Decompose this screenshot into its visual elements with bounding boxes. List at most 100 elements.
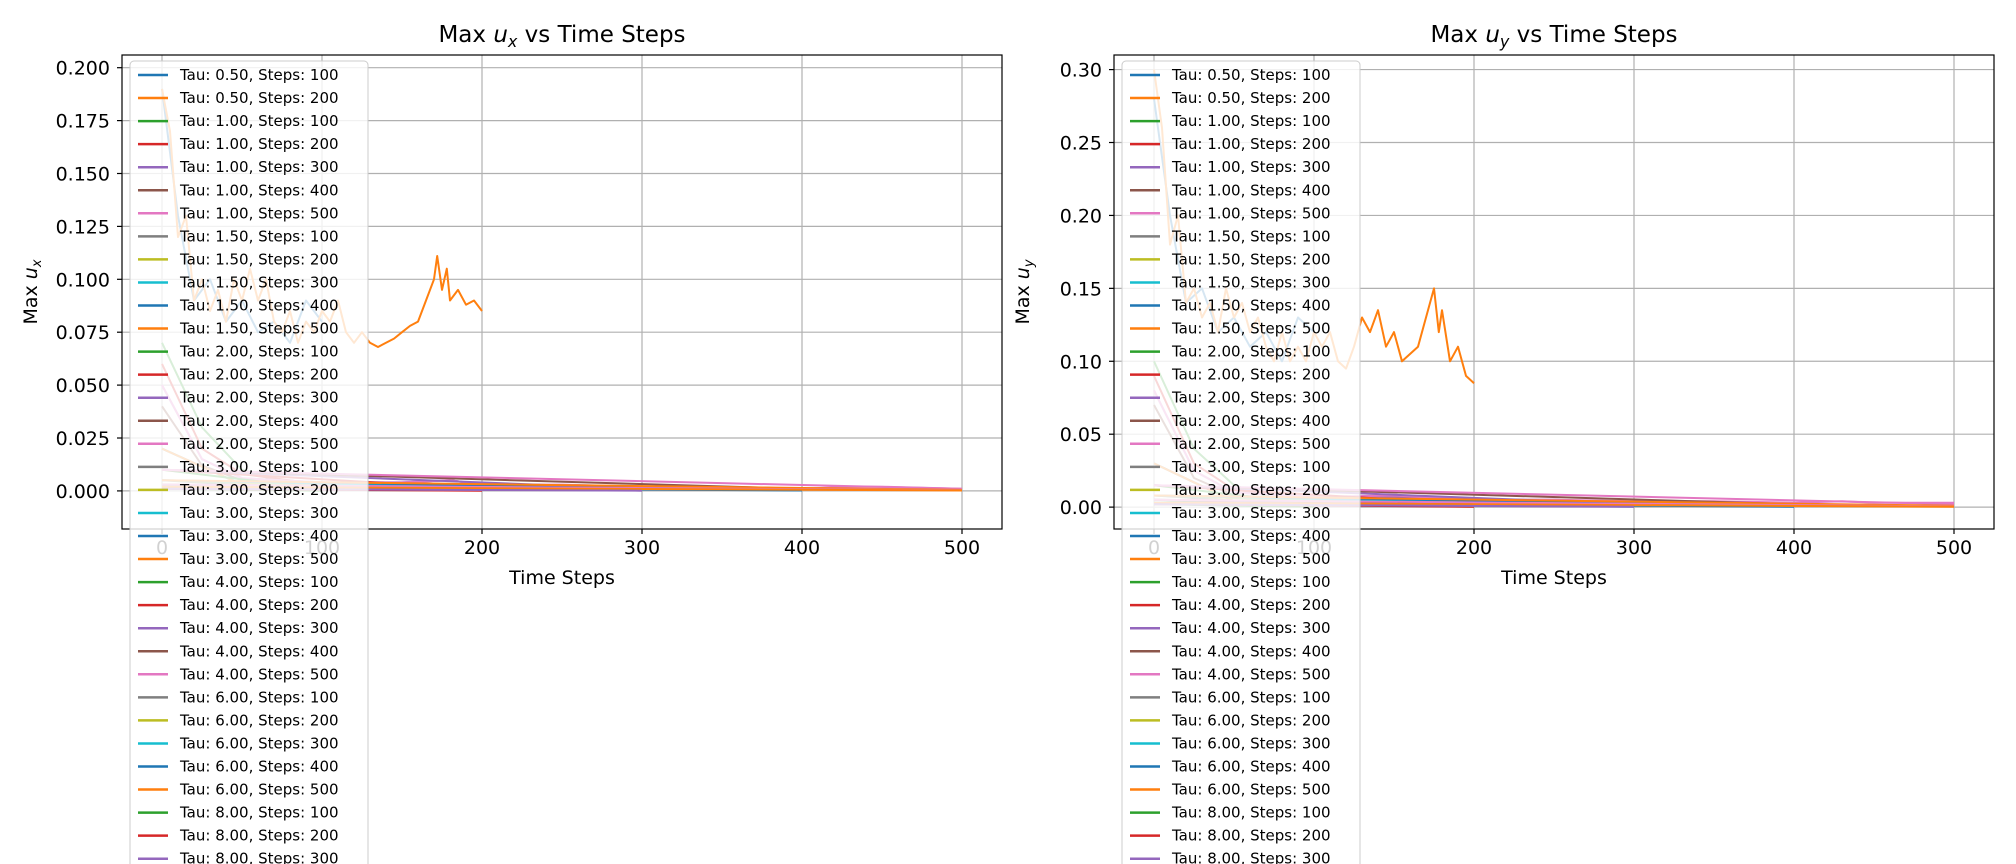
y-tick-label: 0.200 (56, 58, 110, 80)
legend-label: Tau: 0.50, Steps: 100 (1171, 66, 1331, 84)
legend-label: Tau: 4.00, Steps: 200 (1171, 596, 1331, 614)
legend-label: Tau: 1.50, Steps: 300 (179, 273, 339, 291)
legend-label: Tau: 4.00, Steps: 400 (179, 642, 339, 660)
legend-label: Tau: 1.00, Steps: 100 (1171, 112, 1331, 130)
y-tick-label: 0.050 (56, 375, 110, 397)
legend-label: Tau: 6.00, Steps: 100 (1171, 688, 1331, 706)
x-tick-label: 500 (944, 537, 980, 559)
legend-label: Tau: 1.50, Steps: 400 (1171, 297, 1331, 315)
legend-label: Tau: 1.50, Steps: 200 (179, 250, 339, 268)
y-tick-label: 0.175 (56, 111, 110, 133)
legend-label: Tau: 4.00, Steps: 500 (179, 665, 339, 683)
x-tick-label: 300 (1616, 537, 1652, 559)
x-tick-label: 400 (1776, 537, 1812, 559)
y-tick-label: 0.075 (56, 322, 110, 344)
legend-label: Tau: 2.00, Steps: 500 (179, 435, 339, 453)
legend-label: Tau: 1.00, Steps: 400 (179, 181, 339, 199)
chart-panel-0: 01002003004005000.0000.0250.0500.0750.10… (20, 22, 1003, 864)
legend-label: Tau: 1.50, Steps: 200 (1171, 250, 1331, 268)
legend-label: Tau: 1.50, Steps: 100 (179, 227, 339, 245)
legend-label: Tau: 4.00, Steps: 300 (179, 619, 339, 637)
legend-label: Tau: 1.00, Steps: 400 (1171, 181, 1331, 199)
legend-label: Tau: 1.00, Steps: 500 (179, 204, 339, 222)
legend-label: Tau: 1.00, Steps: 100 (179, 112, 339, 130)
legend-label: Tau: 3.00, Steps: 300 (1171, 504, 1331, 522)
y-tick-label: 0.100 (56, 269, 110, 291)
chart-title: Max ux vs Time Steps (438, 22, 685, 51)
legend-label: Tau: 8.00, Steps: 300 (179, 850, 339, 864)
legend-label: Tau: 6.00, Steps: 400 (1171, 758, 1331, 776)
legend-label: Tau: 6.00, Steps: 500 (179, 781, 339, 799)
legend-label: Tau: 1.50, Steps: 500 (179, 320, 339, 338)
y-tick-label: 0.00 (1060, 497, 1102, 519)
x-tick-label: 400 (784, 537, 820, 559)
legend-label: Tau: 4.00, Steps: 300 (1171, 619, 1331, 637)
y-tick-label: 0.125 (56, 216, 110, 238)
legend-label: Tau: 8.00, Steps: 100 (179, 804, 339, 822)
legend-label: Tau: 6.00, Steps: 100 (179, 688, 339, 706)
legend-label: Tau: 3.00, Steps: 400 (179, 527, 339, 545)
legend-label: Tau: 2.00, Steps: 400 (179, 412, 339, 430)
y-tick-label: 0.000 (56, 481, 110, 503)
x-tick-label: 200 (1456, 537, 1492, 559)
legend-label: Tau: 4.00, Steps: 200 (179, 596, 339, 614)
x-tick-label: 200 (464, 537, 500, 559)
legend-label: Tau: 1.00, Steps: 200 (179, 135, 339, 153)
legend-label: Tau: 4.00, Steps: 400 (1171, 642, 1331, 660)
x-tick-label: 300 (624, 537, 660, 559)
legend-label: Tau: 1.00, Steps: 300 (179, 158, 339, 176)
y-tick-label: 0.20 (1060, 205, 1102, 227)
legend-label: Tau: 4.00, Steps: 100 (1171, 573, 1331, 591)
legend-label: Tau: 0.50, Steps: 100 (179, 66, 339, 84)
legend-label: Tau: 1.00, Steps: 500 (1171, 204, 1331, 222)
legend-label: Tau: 1.00, Steps: 200 (1171, 135, 1331, 153)
legend-label: Tau: 6.00, Steps: 300 (179, 734, 339, 752)
y-tick-label: 0.10 (1060, 351, 1102, 373)
legend-label: Tau: 8.00, Steps: 200 (1171, 827, 1331, 845)
legend-label: Tau: 3.00, Steps: 500 (179, 550, 339, 568)
legend-label: Tau: 2.00, Steps: 200 (179, 366, 339, 384)
x-axis-label: Time Steps (508, 567, 615, 589)
y-tick-label: 0.25 (1060, 133, 1102, 155)
legend-label: Tau: 2.00, Steps: 300 (179, 389, 339, 407)
x-axis-label: Time Steps (1500, 567, 1607, 589)
legend-label: Tau: 6.00, Steps: 200 (1171, 711, 1331, 729)
y-tick-label: 0.15 (1060, 278, 1102, 300)
legend-label: Tau: 0.50, Steps: 200 (179, 89, 339, 107)
legend-label: Tau: 1.50, Steps: 300 (1171, 273, 1331, 291)
legend-label: Tau: 8.00, Steps: 100 (1171, 804, 1331, 822)
legend-label: Tau: 6.00, Steps: 300 (1171, 734, 1331, 752)
y-tick-label: 0.150 (56, 164, 110, 186)
chart-panel-1: 01002003004005000.000.050.100.150.200.25… (1012, 22, 1995, 864)
legend-label: Tau: 2.00, Steps: 100 (1171, 343, 1331, 361)
legend: Tau: 0.50, Steps: 100 Tau: 0.50, Steps: 2… (129, 60, 369, 864)
legend-label: Tau: 3.00, Steps: 100 (179, 458, 339, 476)
legend-label: Tau: 6.00, Steps: 500 (1171, 781, 1331, 799)
legend-label: Tau: 2.00, Steps: 400 (1171, 412, 1331, 430)
axes-frame (121, 54, 1003, 530)
legend-label: Tau: 2.00, Steps: 200 (1171, 366, 1331, 384)
legend-label: Tau: 1.50, Steps: 100 (1171, 227, 1331, 245)
legend-label: Tau: 3.00, Steps: 200 (1171, 481, 1331, 499)
legend-label: Tau: 3.00, Steps: 500 (1171, 550, 1331, 568)
y-tick-label: 0.05 (1060, 424, 1102, 446)
legend-box (129, 60, 369, 864)
legend-label: Tau: 3.00, Steps: 300 (179, 504, 339, 522)
y-axis-label: Max uy (1012, 259, 1037, 324)
legend-label: Tau: 3.00, Steps: 200 (179, 481, 339, 499)
legend-label: Tau: 4.00, Steps: 100 (179, 573, 339, 591)
y-tick-label: 0.025 (56, 428, 110, 450)
legend-label: Tau: 3.00, Steps: 400 (1171, 527, 1331, 545)
chart-title: Max uy vs Time Steps (1430, 22, 1677, 51)
legend-label: Tau: 2.00, Steps: 300 (1171, 389, 1331, 407)
legend-label: Tau: 3.00, Steps: 100 (1171, 458, 1331, 476)
legend-label: Tau: 0.50, Steps: 200 (1171, 89, 1331, 107)
legend-label: Tau: 2.00, Steps: 100 (179, 343, 339, 361)
legend-label: Tau: 8.00, Steps: 300 (1171, 850, 1331, 864)
legend-label: Tau: 1.00, Steps: 300 (1171, 158, 1331, 176)
legend-label: Tau: 1.50, Steps: 400 (179, 297, 339, 315)
legend-label: Tau: 1.50, Steps: 500 (1171, 320, 1331, 338)
legend-label: Tau: 8.00, Steps: 200 (179, 827, 339, 845)
legend-box (1121, 60, 1361, 864)
